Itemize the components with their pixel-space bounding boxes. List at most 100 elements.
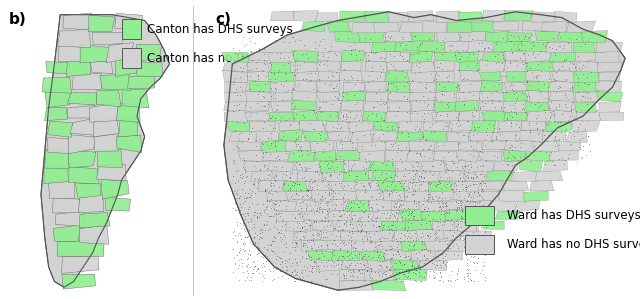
Point xyxy=(417,168,428,173)
Point xyxy=(447,237,457,241)
Point xyxy=(280,240,291,245)
Point xyxy=(443,100,453,104)
Point xyxy=(396,50,406,55)
Polygon shape xyxy=(348,121,373,132)
Point xyxy=(435,216,445,221)
Polygon shape xyxy=(52,198,80,213)
Polygon shape xyxy=(581,30,608,43)
Point xyxy=(244,247,255,252)
Point xyxy=(451,205,461,210)
Point xyxy=(577,66,587,71)
Point xyxy=(246,193,257,198)
Point xyxy=(313,52,323,57)
Polygon shape xyxy=(294,71,321,81)
Point xyxy=(374,224,384,228)
Point xyxy=(290,215,300,220)
Point xyxy=(246,241,257,246)
Point xyxy=(274,229,284,234)
Point xyxy=(493,60,503,65)
Point xyxy=(470,172,481,176)
Point xyxy=(385,141,396,146)
Point xyxy=(333,262,343,266)
Point xyxy=(318,53,328,58)
Point xyxy=(296,205,306,210)
Polygon shape xyxy=(463,200,491,212)
Point xyxy=(472,165,483,170)
Polygon shape xyxy=(524,191,548,201)
Point xyxy=(331,234,341,239)
Point xyxy=(372,269,383,274)
Point xyxy=(372,76,382,81)
Point xyxy=(549,162,559,167)
Point xyxy=(367,208,377,213)
Point xyxy=(273,69,283,74)
FancyBboxPatch shape xyxy=(465,206,494,225)
Point xyxy=(436,251,447,256)
Point xyxy=(382,124,392,129)
Point xyxy=(343,36,353,41)
Point xyxy=(339,169,349,174)
Point xyxy=(283,187,293,192)
Point xyxy=(419,85,429,89)
Point xyxy=(390,277,401,281)
Polygon shape xyxy=(345,199,369,212)
Point xyxy=(461,214,471,219)
Point xyxy=(243,207,253,212)
Point xyxy=(424,274,434,279)
Point xyxy=(443,105,453,110)
Point xyxy=(232,119,242,124)
Point xyxy=(508,115,518,119)
Point xyxy=(533,79,543,83)
Point xyxy=(437,92,447,97)
Point xyxy=(236,226,246,231)
Point xyxy=(305,268,315,273)
Point xyxy=(417,230,428,235)
Point xyxy=(245,186,255,191)
Point xyxy=(314,104,324,109)
Point xyxy=(461,232,471,237)
Point xyxy=(390,173,401,178)
Point xyxy=(449,207,459,212)
Point xyxy=(379,39,389,43)
Point xyxy=(443,278,453,283)
Point xyxy=(323,206,333,210)
Point xyxy=(308,236,318,241)
Point xyxy=(280,258,290,263)
Point xyxy=(356,226,367,231)
Point xyxy=(470,172,480,177)
Point xyxy=(495,105,506,109)
Point xyxy=(328,86,338,90)
Point xyxy=(461,232,472,237)
Point xyxy=(364,58,374,62)
Point xyxy=(357,247,367,251)
Polygon shape xyxy=(269,81,294,92)
Point xyxy=(349,161,359,166)
Point xyxy=(422,192,433,197)
Point xyxy=(470,224,481,229)
Point xyxy=(242,211,252,216)
Point xyxy=(333,218,344,223)
Point xyxy=(399,227,409,231)
Point xyxy=(303,217,313,222)
Point xyxy=(465,51,475,56)
Point xyxy=(271,156,282,161)
Point xyxy=(411,201,421,205)
Point xyxy=(298,275,308,280)
Point xyxy=(294,277,305,282)
Point xyxy=(262,204,272,208)
Point xyxy=(397,160,407,164)
Point xyxy=(378,179,388,184)
Point xyxy=(449,53,460,57)
Point xyxy=(264,191,275,196)
Point xyxy=(312,245,323,249)
Point xyxy=(335,233,345,238)
Point xyxy=(293,192,303,197)
Point xyxy=(458,48,468,53)
Point xyxy=(292,272,303,277)
Point xyxy=(398,174,408,179)
Point xyxy=(467,37,477,42)
Point xyxy=(472,125,482,130)
Point xyxy=(376,241,386,246)
Point xyxy=(285,179,295,184)
Point xyxy=(259,223,269,228)
